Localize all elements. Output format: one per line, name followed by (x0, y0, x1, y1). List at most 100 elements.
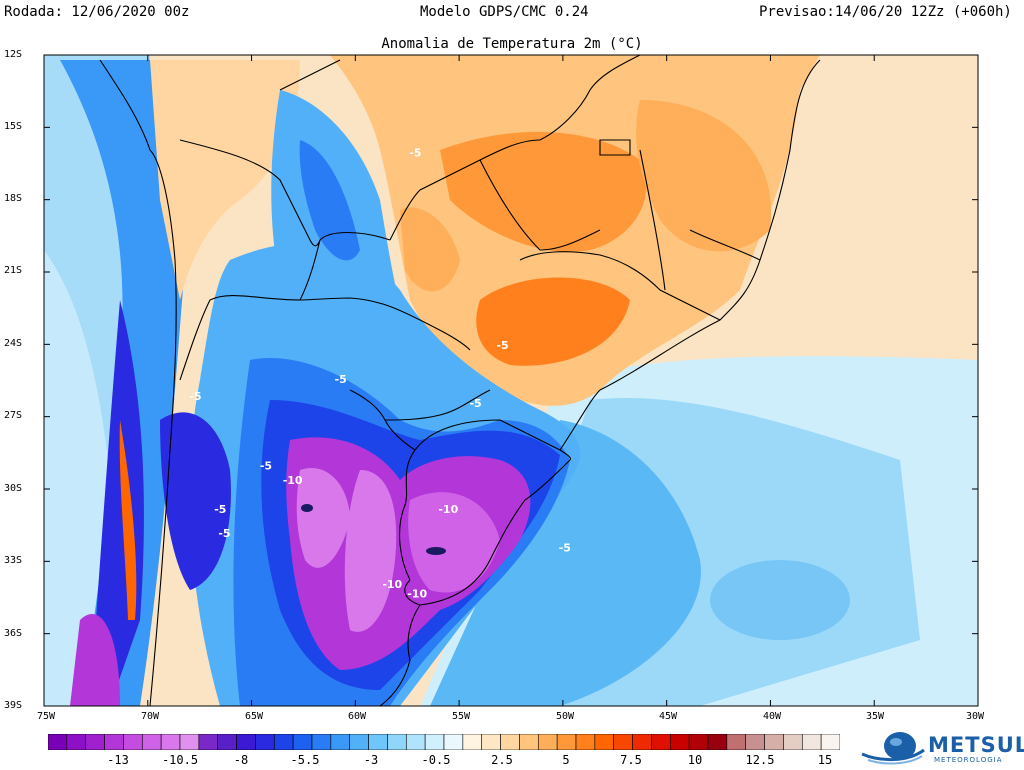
colorbar-swatch (481, 734, 501, 750)
axis-ticks (43, 54, 979, 707)
lon-label-40w: 40W (762, 711, 782, 722)
metsul-globe-icon (861, 732, 925, 765)
colorbar-swatch (575, 734, 596, 750)
colorbar-swatch (179, 734, 200, 750)
lat-label-12s: 12S (4, 49, 23, 60)
colorbar-swatch (519, 734, 539, 750)
colorbar-swatch (801, 734, 822, 750)
colorbar-swatch (311, 734, 332, 750)
lon-label-60w: 60W (347, 711, 367, 722)
colorbar-label: 7.5 (620, 753, 642, 767)
colorbar-swatch (198, 734, 219, 750)
lon-label-45w: 45W (658, 711, 678, 722)
colorbar-swatch (443, 734, 464, 750)
colorbar-swatch (651, 734, 671, 750)
anomaly-field (44, 55, 978, 706)
contour-label: -5 (218, 527, 230, 540)
colorbar-swatch (160, 734, 181, 750)
brand-tagline: METEOROLOGIA (934, 756, 1003, 764)
colorbar-swatch (405, 734, 426, 750)
colorbar-swatch (66, 734, 87, 750)
colorbar-swatch (349, 734, 369, 750)
colorbar-swatch (255, 734, 275, 750)
colorbar-swatch (368, 734, 388, 750)
colorbar-swatch (613, 734, 633, 750)
contour-label: -5 (559, 542, 571, 555)
colorbar-label: 15 (817, 753, 833, 767)
lat-label-24s: 24S (4, 338, 23, 349)
colorbar-label: -5.5 (290, 753, 320, 767)
lat-label-30s: 30S (4, 483, 23, 494)
colorbar-swatch (726, 734, 747, 750)
colorbar-swatch (688, 734, 709, 750)
lon-label-35w: 35W (865, 711, 885, 722)
colorbar-label: -13 (107, 753, 129, 767)
lon-label-50w: 50W (555, 711, 575, 722)
colorbar-swatch (500, 734, 520, 750)
contour-label: -5 (469, 397, 481, 410)
contour-label: -5 (214, 503, 226, 516)
colorbar-swatch (217, 734, 237, 750)
map-title: Anomalia de Temperatura 2m (°C) (381, 36, 643, 52)
run-label: Rodada: 12/06/2020 00z (4, 4, 190, 20)
colorbar-swatch (123, 734, 143, 750)
lon-label-70w: 70W (140, 711, 160, 722)
contour-label: -10 (283, 474, 303, 487)
lon-label-75w: 75W (36, 711, 56, 722)
lat-label-15s: 15S (4, 121, 23, 132)
contour-label: -5 (335, 373, 347, 386)
colorbar-swatch (48, 734, 68, 750)
colorbar-label: -10.5 (161, 753, 199, 767)
colorbar-label: 2.5 (491, 753, 513, 767)
contour-label: -10 (382, 578, 402, 591)
map-frame (43, 54, 979, 707)
colorbar-swatch (669, 734, 690, 750)
colorbar-label: 10 (687, 753, 703, 767)
colorbar (48, 734, 840, 750)
lat-label-27s: 27S (4, 410, 23, 421)
lat-label-39s: 39S (4, 700, 23, 711)
colorbar-label: -0.5 (421, 753, 451, 767)
colorbar-label: -8 (233, 753, 249, 767)
colorbar-swatch (462, 734, 483, 750)
colorbar-swatch (104, 734, 124, 750)
lat-label-18s: 18S (4, 193, 23, 204)
colorbar-swatch (783, 734, 803, 750)
colorbar-swatch (85, 734, 105, 750)
contour-label: -5 (189, 390, 201, 403)
colorbar-swatch (556, 734, 577, 750)
contour-label: -5 (496, 339, 508, 352)
boundaries (99, 55, 821, 706)
colorbar-swatch (330, 734, 351, 750)
colorbar-swatch (764, 734, 784, 750)
colorbar-swatch (632, 734, 652, 750)
colorbar-swatch (820, 734, 840, 750)
lat-label-33s: 33S (4, 555, 23, 566)
contour-labels: -5 -5 -5 -5 -5 -5 -5 -5 -5 -10 -10 -10 -10 (189, 146, 571, 600)
contour-label: -5 (409, 146, 421, 159)
lat-label-36s: 36S (4, 628, 23, 639)
colorbar-swatch (273, 734, 294, 750)
colorbar-label: 5 (562, 753, 570, 767)
colorbar-swatch (292, 734, 313, 750)
colorbar-swatch (537, 734, 558, 750)
colorbar-label: -3 (363, 753, 379, 767)
colorbar-swatch (424, 734, 445, 750)
lon-label-30w: 30W (965, 711, 985, 722)
contour-label: -5 (260, 460, 272, 473)
colorbar-swatch (141, 734, 162, 750)
forecast-label: Previsao:14/06/20 12Zz (+060h) (759, 4, 1012, 20)
lon-label-55w: 55W (451, 711, 471, 722)
lat-label-21s: 21S (4, 265, 23, 276)
model-label: Modelo GDPS/CMC 0.24 (420, 4, 589, 20)
contour-label: -10 (438, 503, 458, 516)
colorbar-swatch (236, 734, 256, 750)
colorbar-swatch (745, 734, 765, 750)
colorbar-label: 12.5 (745, 753, 775, 767)
brand-name: METSUL (928, 733, 1024, 757)
colorbar-swatch (707, 734, 728, 750)
colorbar-swatch (594, 734, 615, 750)
contour-label: -10 (407, 588, 427, 601)
colorbar-swatch (387, 734, 407, 750)
